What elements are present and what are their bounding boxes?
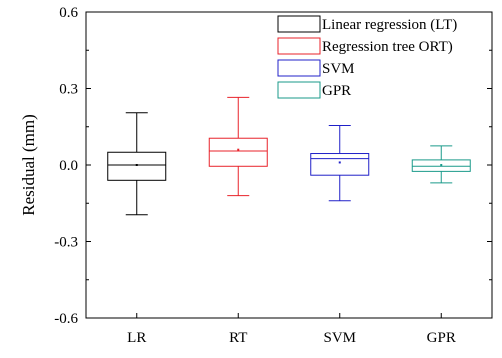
legend-swatch [277, 59, 321, 77]
legend-label: GPR [322, 83, 351, 99]
y-tick-label: 0.3 [59, 82, 78, 98]
box-lr [107, 112, 167, 216]
mean-marker [237, 148, 240, 151]
x-tick-label: LR [127, 330, 146, 346]
iqr-box [208, 137, 268, 167]
mean-marker [338, 161, 341, 164]
box-gpr [411, 145, 471, 184]
iqr-box [411, 159, 471, 172]
legend-label: Regression tree ORT) [322, 39, 453, 55]
legend-swatch [277, 15, 321, 33]
legend-item-rt: Regression tree ORT) [277, 37, 453, 55]
legend-label: SVM [322, 61, 355, 77]
x-tick-label: GPR [427, 330, 456, 346]
y-tick-label: 0.6 [59, 5, 78, 21]
iqr-box [107, 151, 167, 181]
x-tick-label: SVM [323, 330, 356, 346]
y-tick-label: -0.6 [54, 311, 78, 327]
legend-item-gpr: GPR [277, 81, 351, 99]
y-tick-label: 0.0 [59, 158, 78, 174]
legend-item-lr: Linear regression (LT) [277, 15, 457, 33]
mean-marker [440, 164, 443, 166]
y-axis-title: Residual (mm) [19, 114, 38, 216]
box-rt [208, 96, 268, 197]
mean-marker [135, 164, 138, 166]
legend-label: Linear regression (LT) [322, 17, 457, 33]
legend-swatch [277, 81, 321, 99]
x-tick-label: RT [229, 330, 247, 346]
box-svm [310, 124, 370, 202]
legend-item-svm: SVM [277, 59, 355, 77]
iqr-box [310, 153, 370, 176]
legend-swatch [277, 37, 321, 55]
y-tick-label: -0.3 [54, 235, 78, 251]
